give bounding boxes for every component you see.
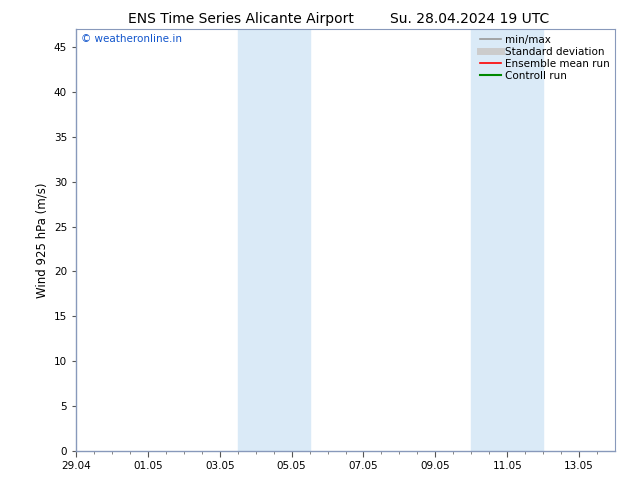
Bar xyxy=(238,29,309,451)
Text: Su. 28.04.2024 19 UTC: Su. 28.04.2024 19 UTC xyxy=(389,12,549,26)
Legend: min/max, Standard deviation, Ensemble mean run, Controll run: min/max, Standard deviation, Ensemble me… xyxy=(480,35,610,81)
Y-axis label: Wind 925 hPa (m/s): Wind 925 hPa (m/s) xyxy=(36,182,48,298)
Text: © weatheronline.in: © weatheronline.in xyxy=(81,34,183,44)
Bar xyxy=(471,29,543,451)
Text: ENS Time Series Alicante Airport: ENS Time Series Alicante Airport xyxy=(128,12,354,26)
